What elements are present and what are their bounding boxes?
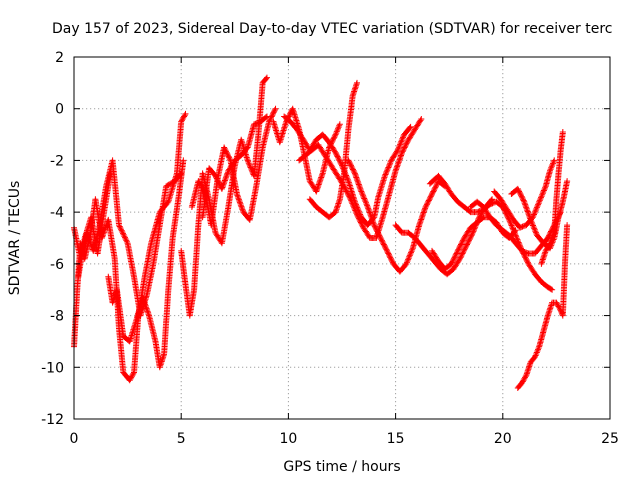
x-tick-label: 25: [601, 431, 619, 447]
y-tick-label: -10: [41, 360, 64, 376]
x-tick-label: 10: [279, 431, 297, 447]
data-markers: [491, 157, 558, 231]
axis-ticks: 0 5 10 15 20 25 -12 -10 -8 -6 -4 -2 0 2: [41, 50, 619, 447]
data-markers: [281, 113, 414, 229]
x-tick-label: 20: [494, 431, 512, 447]
data-markers: [392, 196, 496, 278]
data-markers: [199, 113, 270, 221]
series-arc-09: [306, 79, 361, 221]
data-markers: [306, 79, 361, 221]
chart-title: Day 157 of 2023, Sidereal Day-to-day VTE…: [52, 21, 612, 37]
data-markers: [426, 172, 556, 293]
data-points: [71, 74, 571, 391]
series-arc-10: [281, 113, 414, 229]
data-markers: [514, 222, 571, 391]
series-arc-13: [392, 196, 496, 278]
y-tick-label: -8: [50, 309, 64, 325]
series-arc-20: [538, 128, 566, 267]
series-arc-04: [75, 170, 114, 280]
series-arc-03: [105, 157, 187, 371]
series-arc-19: [514, 222, 571, 391]
series-arc-12: [345, 157, 448, 275]
data-markers: [105, 157, 187, 371]
y-tick-label: -2: [50, 153, 64, 169]
y-tick-label: -12: [41, 412, 64, 428]
series-arc-15: [426, 172, 556, 293]
y-tick-label: -6: [50, 257, 64, 273]
y-axis-label: SDTVAR / TECUs: [7, 181, 23, 296]
y-tick-label: -4: [50, 205, 64, 221]
x-axis-label: GPS time / hours: [283, 459, 400, 475]
data-markers: [345, 157, 448, 275]
x-tick-label: 15: [387, 431, 405, 447]
data-markers: [75, 170, 114, 280]
series-arc-07: [199, 113, 270, 221]
y-tick-label: 2: [55, 50, 64, 66]
y-tick-label: 0: [55, 102, 64, 118]
series-arc-17: [491, 157, 558, 231]
data-markers: [538, 128, 566, 267]
x-tick-label: 0: [70, 431, 79, 447]
x-tick-label: 5: [177, 431, 186, 447]
plot-frame: [73, 56, 611, 420]
